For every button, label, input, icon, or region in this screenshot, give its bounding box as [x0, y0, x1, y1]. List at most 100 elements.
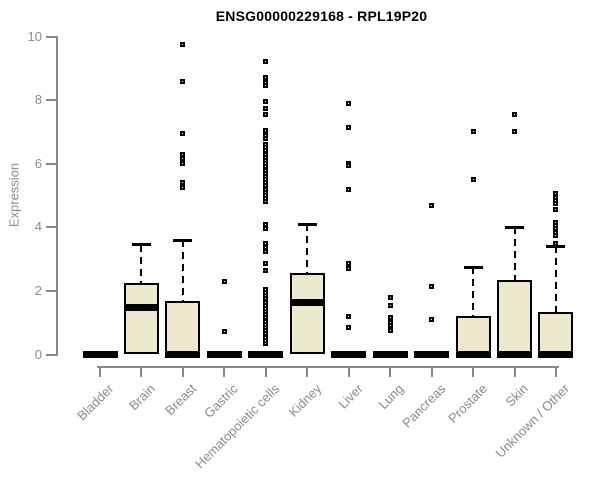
outlier-point [180, 185, 186, 191]
outlier-point [346, 124, 352, 130]
x-category-label: Unknown / Other [493, 381, 573, 461]
x-axis-tick [472, 368, 475, 377]
outlier-point [180, 156, 186, 162]
outlier-point [263, 199, 269, 205]
box [455, 315, 491, 355]
median-line [372, 351, 408, 358]
outlier-point [263, 99, 269, 105]
outlier-point [512, 129, 518, 135]
y-axis-tick [46, 226, 56, 229]
median-line [414, 351, 450, 358]
median-line [123, 303, 159, 311]
outlier-point [180, 78, 186, 84]
x-category-label: Pancreas [398, 381, 449, 431]
outlier-point [346, 186, 352, 192]
outlier-point [180, 161, 186, 167]
median-line [289, 298, 325, 306]
chart-title: ENSG00000229168 - RPL19P20 [215, 8, 428, 24]
x-category-label: Skin [502, 381, 532, 410]
whisker-line [472, 267, 475, 316]
x-axis-tick [389, 368, 392, 377]
outlier-point [263, 261, 269, 267]
x-category-label: Prostate [444, 381, 490, 426]
whisker-cap [297, 222, 317, 226]
y-axis-title: Expression [6, 162, 22, 228]
outlier-point [429, 283, 435, 289]
x-category-label: Bladder [74, 381, 117, 424]
outlier-point [387, 315, 393, 321]
whisker-cap [505, 225, 525, 229]
median-line [248, 351, 284, 358]
outlier-point [221, 278, 227, 284]
x-axis-tick [99, 368, 101, 377]
outlier-point [346, 261, 352, 267]
outlier-point [263, 105, 269, 111]
outlier-point [180, 41, 186, 47]
y-axis-tick [46, 289, 56, 292]
whisker-line [554, 246, 557, 312]
y-tick-label: 6 [34, 155, 42, 171]
x-axis-tick [140, 368, 143, 377]
outlier-point [263, 75, 269, 81]
box [289, 273, 325, 355]
x-category-label: Breast [162, 381, 200, 419]
outlier-point [346, 324, 352, 330]
x-axis-tick [554, 368, 557, 377]
median-line [497, 351, 533, 358]
y-tick-label: 10 [27, 28, 42, 44]
outlier-point [180, 151, 186, 157]
box [497, 280, 533, 355]
outlier-point [429, 202, 435, 208]
x-axis-tick [306, 368, 309, 377]
median-line [455, 351, 491, 358]
whisker-cap [131, 243, 151, 247]
x-axis-tick [347, 368, 350, 377]
outlier-point [263, 59, 269, 65]
whisker-line [181, 240, 184, 302]
whisker-cap [463, 265, 483, 269]
box [165, 301, 201, 355]
outlier-point [553, 232, 559, 238]
box [123, 282, 159, 355]
outlier-point [221, 328, 227, 334]
outlier-point [387, 294, 393, 300]
outlier-point [263, 127, 269, 133]
median-line [82, 351, 118, 358]
whisker-line [513, 227, 516, 281]
whisker-line [306, 224, 309, 274]
x-axis-tick [430, 368, 433, 377]
y-tick-label: 0 [34, 346, 42, 362]
outlier-point [553, 207, 559, 213]
outlier-point [553, 240, 559, 246]
median-line [331, 351, 367, 358]
outlier-point [470, 177, 476, 183]
x-axis-line [97, 366, 559, 368]
whisker-cap [173, 238, 193, 242]
y-tick-label: 8 [34, 92, 42, 108]
y-tick-label: 2 [34, 282, 42, 298]
outlier-point [263, 248, 269, 254]
outlier-point [180, 180, 186, 186]
outlier-point [263, 267, 269, 273]
outlier-point [263, 135, 269, 141]
y-axis-tick [46, 35, 56, 38]
outlier-point [387, 328, 393, 334]
outlier-point [470, 129, 476, 135]
outlier-point [263, 111, 269, 117]
outlier-point [346, 313, 352, 319]
outlier-point [346, 266, 352, 272]
x-axis-tick [223, 368, 226, 377]
outlier-point [346, 100, 352, 106]
x-category-label: Kidney [285, 381, 324, 420]
median-line [165, 351, 201, 358]
y-axis-tick [46, 99, 56, 102]
outlier-point [512, 111, 518, 117]
outlier-point [180, 130, 186, 136]
box [538, 311, 574, 355]
x-category-label: Gastric [201, 381, 241, 421]
outlier-point [263, 240, 269, 246]
x-axis-tick [181, 368, 184, 377]
outlier-point [263, 221, 269, 227]
outlier-point [263, 83, 269, 89]
whisker-line [140, 244, 143, 283]
